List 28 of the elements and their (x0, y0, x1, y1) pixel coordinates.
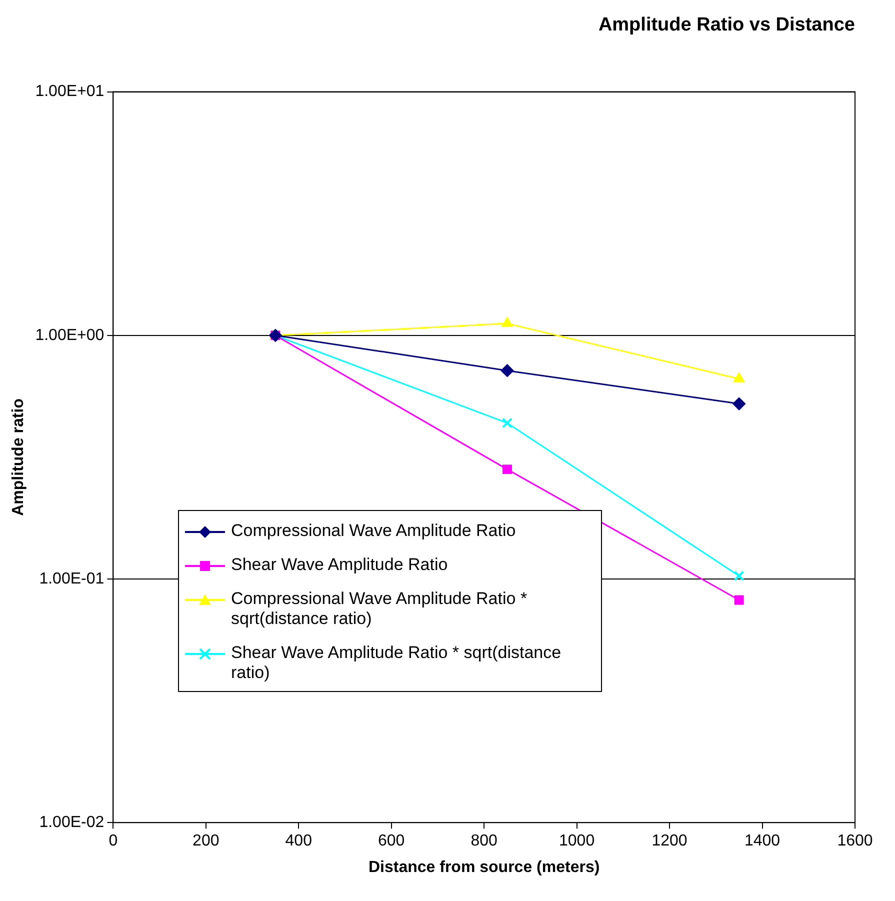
point (733, 372, 745, 382)
y-tick-label: 1.00E+00 (35, 326, 104, 344)
legend-label: Compressional Wave Amplitude Ratio * sqrt(distance ratio) (231, 589, 528, 629)
x-tick-label: 1600 (837, 832, 873, 850)
x-tick-label: 1000 (559, 832, 595, 850)
point (502, 418, 512, 428)
x-tick-label: 200 (192, 832, 220, 850)
y-tick-label: 1.00E-01 (39, 570, 104, 588)
point (502, 464, 512, 474)
x-tick-label: 1200 (652, 832, 688, 850)
point (502, 316, 513, 327)
point (500, 364, 514, 378)
x-axis-title: Distance from source (meters) (368, 858, 600, 876)
x-tick-label: 1400 (744, 832, 780, 850)
legend-label: Compressional Wave Amplitude Ratio (231, 521, 516, 541)
x-tick-label: 600 (378, 832, 405, 850)
point (734, 595, 744, 605)
legend-label: Shear Wave Amplitude Ratio (231, 555, 448, 575)
x-tick-label: 800 (470, 832, 498, 850)
chart-title: Amplitude Ratio vs Distance (598, 14, 855, 36)
point (732, 397, 746, 410)
point (734, 570, 744, 582)
x-tick-label: 400 (285, 832, 312, 850)
y-axis-title: Amplitude ratio (10, 398, 28, 516)
x-tick-label: 0 (108, 832, 118, 850)
y-tick-label: 1.00E-02 (39, 814, 104, 832)
legend-label: Shear Wave Amplitude Ratio * sqrt(distance ratio) (231, 643, 562, 683)
y-tick-label: 1.00E+01 (35, 83, 104, 100)
